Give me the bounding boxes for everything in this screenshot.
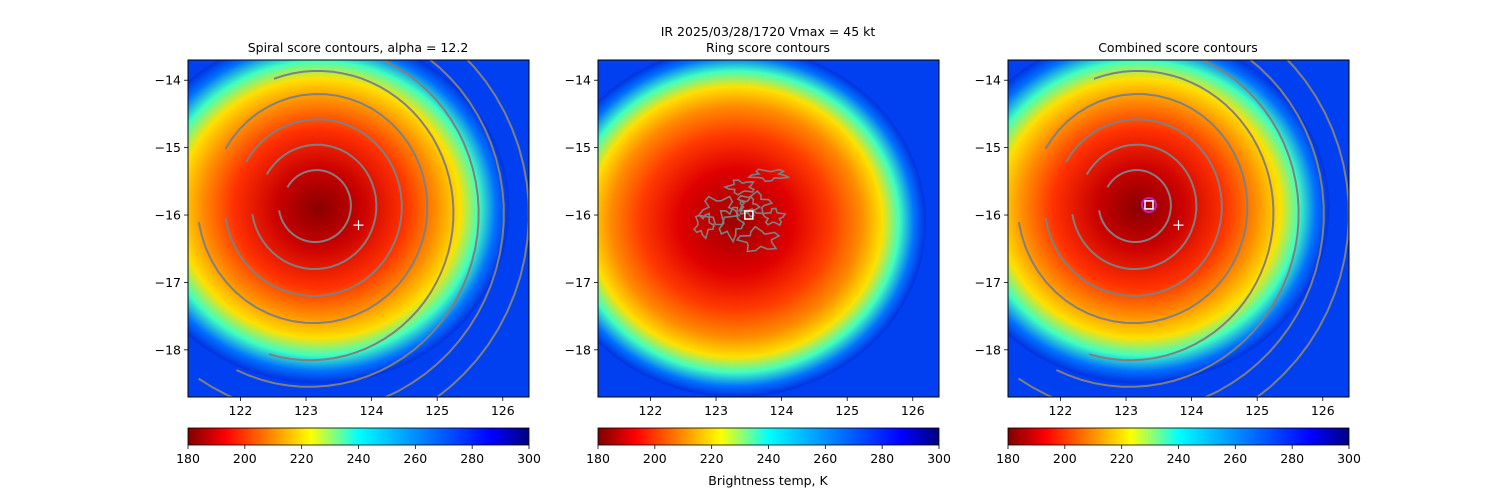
colorbar-tick-label: 300 bbox=[517, 451, 541, 466]
colorbar-tick-label: 200 bbox=[643, 451, 667, 466]
axes-frame bbox=[1007, 59, 1350, 398]
square-marker bbox=[744, 210, 754, 220]
y-tick-label: −16 bbox=[565, 208, 591, 223]
square-marker bbox=[1144, 200, 1154, 210]
spiral-contour bbox=[268, 70, 455, 362]
y-tick-label: −14 bbox=[565, 73, 591, 88]
colorbar-tick-label: 180 bbox=[586, 451, 610, 466]
y-tick-label: −14 bbox=[975, 73, 1001, 88]
spiral-contour bbox=[1071, 143, 1198, 270]
figure-suptitle: IR 2025/03/28/1720 Vmax = 45 kt bbox=[661, 24, 876, 39]
x-tick-label: 123 bbox=[294, 403, 318, 418]
x-tick-label: 123 bbox=[1114, 403, 1138, 418]
circle-marker bbox=[1140, 196, 1157, 213]
spiral-contour bbox=[1255, 60, 1349, 397]
plus-marker bbox=[1173, 220, 1184, 231]
axes-frame bbox=[597, 59, 940, 398]
spiral-contour bbox=[251, 143, 378, 270]
spiral-contour bbox=[1017, 93, 1249, 325]
x-tick-label: 126 bbox=[491, 403, 515, 418]
colorbar-tick-label: 260 bbox=[1223, 451, 1247, 466]
colorbar-tick-label: 280 bbox=[870, 451, 894, 466]
panel-ring: Ring score contours 122 123 124 125 126 −14 −1… bbox=[565, 40, 951, 488]
ring-contour bbox=[722, 179, 755, 196]
colorbar-tick-label: 220 bbox=[700, 451, 724, 466]
spiral-contour bbox=[1044, 118, 1223, 298]
axes-frame bbox=[187, 59, 530, 398]
x-tick-label: 122 bbox=[229, 403, 253, 418]
colorbar-tick-label: 280 bbox=[1280, 451, 1304, 466]
colorbar-tick-label: 240 bbox=[347, 451, 371, 466]
spiral-contour bbox=[224, 118, 403, 298]
spiral-contour bbox=[1098, 169, 1172, 243]
y-tick-label: −15 bbox=[975, 140, 1001, 155]
spiral-contour bbox=[1056, 60, 1300, 388]
spiral-contour bbox=[435, 60, 529, 397]
panel-title-combined: Combined score contours bbox=[1098, 40, 1258, 55]
y-tick-label: −18 bbox=[565, 342, 591, 357]
ring-contour bbox=[696, 195, 741, 226]
colorbar bbox=[597, 427, 940, 446]
colorbar-tick-label: 300 bbox=[1337, 451, 1361, 466]
colorbar-tick-label: 240 bbox=[1167, 451, 1191, 466]
y-tick-label: −17 bbox=[975, 275, 1001, 290]
colorbar bbox=[187, 427, 530, 446]
x-tick-label: 126 bbox=[901, 403, 925, 418]
x-tick-label: 124 bbox=[1180, 403, 1204, 418]
ring-contour bbox=[693, 212, 716, 240]
ring-contour bbox=[761, 207, 787, 227]
x-tick-label: 122 bbox=[639, 403, 663, 418]
x-tick-label: 123 bbox=[704, 403, 728, 418]
x-tick-label: 125 bbox=[1245, 403, 1269, 418]
y-tick-label: −18 bbox=[975, 342, 1001, 357]
heatmap-storm-field bbox=[188, 60, 510, 384]
x-tick-label: 124 bbox=[360, 403, 384, 418]
y-tick-label: −15 bbox=[155, 140, 181, 155]
colorbar-tick-label: 260 bbox=[813, 451, 837, 466]
y-tick-label: −15 bbox=[565, 140, 591, 155]
panel-title-ring: Ring score contours bbox=[706, 40, 830, 55]
colorbar bbox=[1007, 427, 1350, 446]
y-tick-label: −16 bbox=[155, 208, 181, 223]
colorbar-label: Brightness temp, K bbox=[708, 473, 828, 488]
x-tick-label: 125 bbox=[835, 403, 859, 418]
colorbar-tick-label: 200 bbox=[1053, 451, 1077, 466]
y-tick-label: −14 bbox=[155, 73, 181, 88]
x-tick-label: 122 bbox=[1049, 403, 1073, 418]
panel-spiral: Spiral score contours, alpha = 12.2 122 1… bbox=[155, 40, 541, 466]
panel-title-spiral: Spiral score contours, alpha = 12.2 bbox=[248, 40, 469, 55]
colorbar-tick-label: 180 bbox=[176, 451, 200, 466]
x-tick-label: 124 bbox=[770, 403, 794, 418]
plus-marker bbox=[353, 220, 364, 231]
colorbar-tick-label: 180 bbox=[996, 451, 1020, 466]
spiral-contour bbox=[236, 60, 480, 388]
colorbar-tick-label: 260 bbox=[403, 451, 427, 466]
spiral-contour bbox=[278, 169, 352, 243]
colorbar-tick-label: 300 bbox=[927, 451, 951, 466]
ring-contour bbox=[718, 206, 746, 244]
colorbar-tick-label: 220 bbox=[1110, 451, 1134, 466]
y-tick-label: −17 bbox=[155, 275, 181, 290]
colorbar-tick-label: 200 bbox=[233, 451, 257, 466]
y-tick-label: −17 bbox=[565, 275, 591, 290]
ring-contour bbox=[746, 168, 790, 183]
y-tick-label: −18 bbox=[155, 342, 181, 357]
colorbar-tick-label: 240 bbox=[757, 451, 781, 466]
x-tick-label: 125 bbox=[425, 403, 449, 418]
spiral-contour bbox=[198, 60, 505, 397]
spiral-contour bbox=[1018, 60, 1325, 397]
colorbar-tick-label: 280 bbox=[460, 451, 484, 466]
colorbar-tick-label: 220 bbox=[290, 451, 314, 466]
y-tick-label: −16 bbox=[975, 208, 1001, 223]
heatmap-storm-field bbox=[598, 60, 926, 397]
ring-contour bbox=[735, 225, 781, 253]
spiral-contour bbox=[197, 93, 429, 325]
x-tick-label: 126 bbox=[1311, 403, 1335, 418]
spiral-contour bbox=[1088, 70, 1275, 362]
heatmap-storm-field bbox=[1008, 60, 1330, 384]
panel-combined: Combined score contours 122 123 124 125 126 −… bbox=[975, 40, 1361, 466]
